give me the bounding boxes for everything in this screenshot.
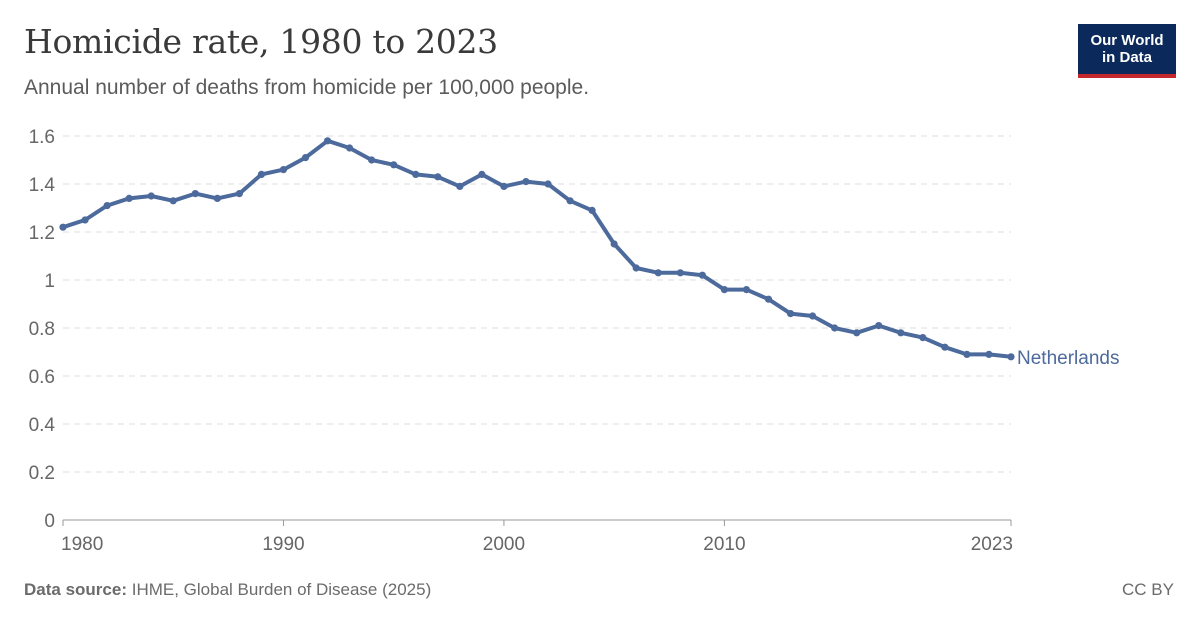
data-point bbox=[456, 182, 464, 190]
data-source: Data source: IHME, Global Burden of Dise… bbox=[24, 580, 431, 600]
data-point bbox=[654, 269, 662, 277]
x-tick-label: 2023 bbox=[971, 534, 1013, 555]
data-source-text[interactable]: IHME, Global Burden of Disease (2025) bbox=[131, 580, 432, 599]
y-tick-label: 0.8 bbox=[29, 319, 55, 340]
x-tick-label: 2000 bbox=[483, 534, 525, 555]
data-point bbox=[963, 350, 971, 358]
data-point bbox=[698, 271, 706, 279]
x-tick-label: 2010 bbox=[703, 534, 745, 555]
data-point bbox=[169, 197, 177, 205]
data-point bbox=[610, 240, 618, 248]
owid-logo[interactable]: Our World in Data bbox=[1078, 24, 1176, 78]
data-point bbox=[81, 216, 89, 224]
data-point bbox=[500, 182, 508, 190]
x-tick-label: 1990 bbox=[262, 534, 304, 555]
chart-subtitle: Annual number of deaths from homicide pe… bbox=[24, 76, 590, 99]
data-point bbox=[742, 286, 751, 294]
y-tick-label: 1.4 bbox=[29, 175, 56, 196]
data-point bbox=[786, 310, 795, 318]
y-tick-label: 1.6 bbox=[29, 127, 55, 148]
data-point bbox=[875, 322, 883, 330]
data-point bbox=[764, 295, 773, 303]
data-point bbox=[125, 194, 133, 202]
data-point bbox=[720, 286, 728, 294]
x-tick-label: 1980 bbox=[61, 534, 103, 555]
data-point bbox=[853, 329, 861, 337]
data-point bbox=[522, 178, 530, 186]
y-tick-label: 0.2 bbox=[29, 463, 55, 484]
y-tick-label: 0.6 bbox=[29, 367, 55, 388]
data-point bbox=[59, 223, 67, 231]
data-point bbox=[323, 137, 332, 145]
logo-line-1: Our World bbox=[1090, 32, 1164, 49]
data-point bbox=[544, 180, 552, 188]
data-point bbox=[103, 202, 111, 210]
data-point bbox=[213, 194, 221, 202]
data-point bbox=[279, 166, 288, 174]
data-point bbox=[346, 144, 354, 152]
y-tick-label: 0.4 bbox=[29, 415, 56, 436]
data-point bbox=[368, 156, 376, 164]
y-tick-label: 1 bbox=[44, 271, 55, 292]
data-source-label: Data source: bbox=[24, 580, 127, 599]
data-point bbox=[235, 190, 243, 198]
data-point bbox=[897, 329, 905, 337]
data-point bbox=[566, 197, 574, 205]
data-point bbox=[1007, 353, 1015, 361]
data-point bbox=[632, 264, 640, 272]
data-point bbox=[434, 173, 442, 181]
data-point bbox=[588, 206, 596, 214]
chart-title: Homicide rate, 1980 to 2023 bbox=[24, 22, 498, 61]
data-point bbox=[676, 269, 684, 277]
series-label-netherlands: Netherlands bbox=[1017, 348, 1119, 369]
data-point bbox=[808, 312, 817, 320]
data-point bbox=[301, 154, 310, 162]
data-point bbox=[919, 334, 927, 342]
series-line-netherlands bbox=[61, 138, 1013, 359]
y-tick-label: 1.2 bbox=[29, 223, 55, 244]
data-point bbox=[257, 170, 266, 178]
data-point bbox=[147, 192, 155, 200]
data-point bbox=[390, 161, 398, 169]
y-tick-label: 0 bbox=[44, 511, 55, 532]
data-point bbox=[985, 350, 993, 358]
data-point bbox=[478, 170, 486, 178]
license-link[interactable]: CC BY bbox=[1122, 580, 1174, 599]
data-point bbox=[412, 170, 420, 178]
logo-line-2: in Data bbox=[1101, 49, 1152, 66]
data-point bbox=[831, 324, 839, 332]
data-point bbox=[941, 343, 949, 351]
data-point bbox=[191, 190, 199, 198]
